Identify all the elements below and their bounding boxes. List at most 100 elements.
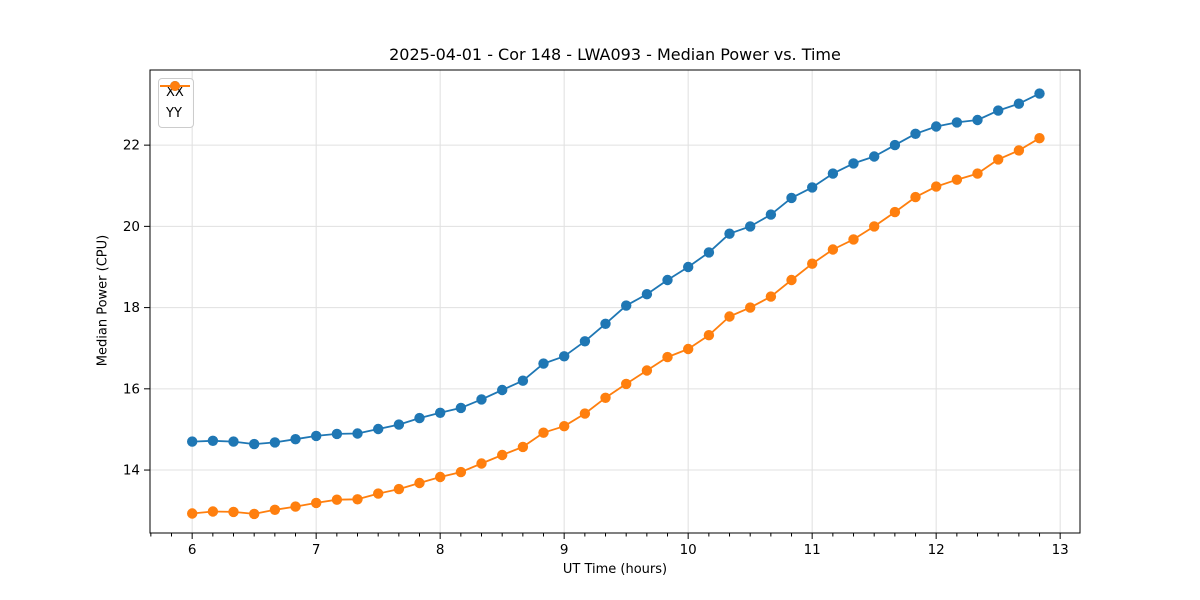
series-YY-marker (207, 506, 219, 517)
series-YY-marker (641, 365, 653, 376)
series-YY-marker (517, 441, 529, 453)
series-XX-marker (1034, 88, 1045, 99)
series-YY-marker (476, 458, 487, 469)
series-XX-marker (373, 423, 384, 435)
series-YY-marker (1034, 133, 1045, 144)
series-YY-marker (455, 466, 467, 478)
x-tick-label: 8 (436, 542, 445, 558)
series-XX-marker (187, 436, 198, 447)
series-YY-marker (827, 244, 839, 255)
x-tick-label: 10 (680, 542, 697, 558)
series-XX-marker (249, 438, 260, 450)
legend-label: XX (166, 85, 184, 100)
series-XX-marker (662, 274, 673, 286)
series-XX-marker (993, 105, 1004, 116)
series-YY-marker (373, 488, 384, 499)
series-XX-marker (497, 384, 508, 396)
series-XX-marker (290, 434, 301, 445)
y-tick-label: 20 (123, 219, 140, 235)
series-YY-marker (228, 506, 239, 518)
y-tick-label: 14 (123, 463, 140, 479)
series-XX-marker (311, 430, 322, 442)
series-YY-marker (972, 168, 983, 179)
series-XX-marker (724, 228, 735, 239)
series-YY-marker (993, 154, 1004, 165)
series-YY-marker (290, 501, 301, 512)
series-YY-marker (393, 483, 405, 495)
series-XX-marker (559, 351, 570, 362)
series-XX-marker (517, 375, 529, 386)
series-XX-marker (414, 412, 425, 424)
x-tick-label: 11 (804, 542, 821, 558)
series-XX-marker (786, 192, 797, 204)
series-XX-marker (207, 435, 219, 446)
series-XX-marker (889, 139, 901, 151)
series-YY-marker (765, 291, 777, 302)
x-tick-label: 6 (188, 542, 197, 558)
series-XX-marker (1013, 98, 1025, 109)
series-XX-marker (621, 300, 632, 311)
series-XX-marker (269, 437, 281, 448)
y-axis-label: Median Power (CPU) (95, 234, 111, 367)
series-XX-marker (455, 402, 467, 414)
series-YY-marker (269, 504, 281, 515)
series-YY-marker (931, 181, 942, 192)
series-YY-marker (1013, 145, 1025, 156)
legend-label: YY (166, 106, 182, 121)
series-YY-marker (807, 258, 818, 269)
series-YY-marker (249, 508, 260, 520)
series-YY-marker (559, 421, 570, 432)
series-XX-marker (910, 128, 921, 139)
series-YY-marker (745, 302, 756, 313)
series-YY-marker (187, 508, 198, 519)
series-XX-marker (972, 114, 983, 126)
series-XX-marker (745, 221, 756, 232)
series-YY-marker (621, 378, 632, 390)
series-XX-marker (352, 428, 363, 439)
series-XX-marker (393, 419, 405, 430)
series-XX-marker (435, 407, 446, 418)
legend-line-marker-icon (160, 81, 190, 91)
series-XX-marker (827, 168, 839, 179)
series-YY-marker (683, 343, 694, 355)
x-tick-label: 13 (1052, 542, 1069, 558)
x-tick-label: 7 (312, 542, 321, 558)
x-axis-label: UT Time (hours) (562, 562, 668, 577)
series-YY-marker (848, 234, 859, 245)
series-YY-marker (414, 477, 425, 489)
x-tick-label: 9 (560, 542, 569, 558)
series-YY-marker (579, 408, 591, 419)
series-YY-marker (869, 221, 880, 232)
series-XX-marker (331, 428, 343, 440)
series-YY-marker (600, 392, 611, 403)
series-XX-marker (869, 151, 880, 162)
series-XX-marker (931, 121, 942, 132)
series-YY-marker (724, 311, 735, 322)
legend: XX YY (158, 78, 194, 128)
series-XX-marker (683, 261, 694, 273)
y-tick-label: 22 (123, 138, 140, 154)
series-YY-marker (703, 330, 715, 341)
series-XX-marker (951, 117, 963, 128)
series-XX-marker (228, 436, 239, 447)
series-XX-marker (848, 158, 859, 169)
series-YY-marker (538, 427, 549, 438)
series-XX-marker (703, 247, 715, 258)
series-XX-marker (538, 358, 549, 369)
series-XX-marker (579, 336, 591, 347)
series-YY-marker (435, 471, 446, 483)
series-YY-marker (311, 497, 322, 509)
y-tick-label: 18 (123, 300, 140, 316)
series-YY-marker (786, 274, 797, 286)
series-XX-marker (600, 318, 611, 329)
series-YY-marker (889, 206, 901, 218)
x-tick-label: 12 (928, 542, 945, 558)
series-YY-marker (951, 174, 963, 185)
series-YY-marker (331, 494, 343, 505)
series-YY-marker (352, 494, 363, 505)
chart-title: 2025-04-01 - Cor 148 - LWA093 - Median P… (389, 45, 841, 64)
plot-border (149, 69, 1081, 534)
series-YY-marker (662, 351, 673, 363)
